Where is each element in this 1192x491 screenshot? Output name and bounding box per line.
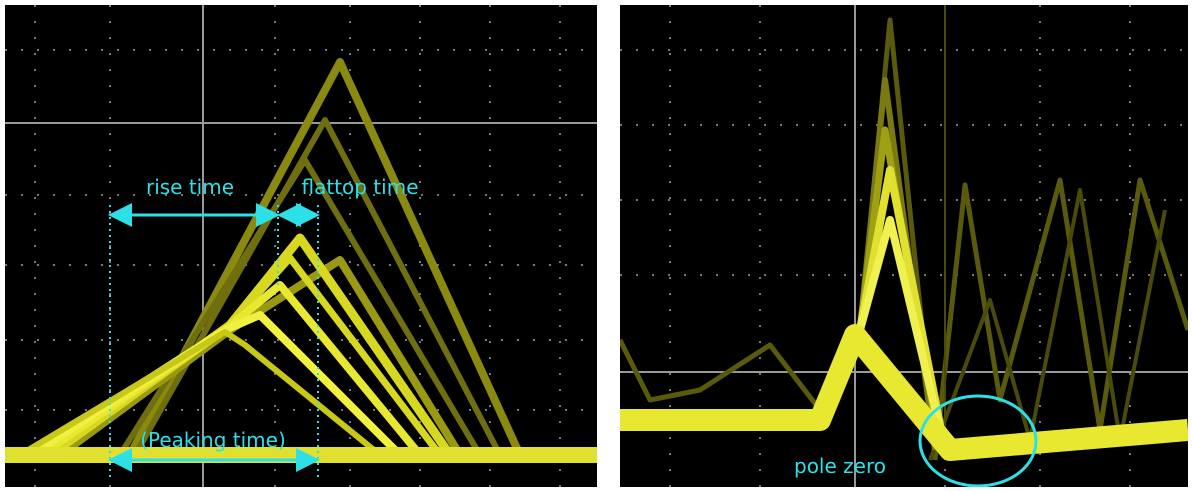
traces bbox=[620, 5, 1188, 461]
pole-zero-label: pole zero bbox=[794, 454, 886, 478]
right-scope: pole zero bbox=[620, 5, 1188, 487]
pole-zero-circle bbox=[918, 394, 1038, 487]
rise-label: rise time bbox=[146, 175, 234, 199]
peaking-label: (Peaking time) bbox=[140, 428, 286, 452]
left-scope: rise time flattop time (Peaking time) bbox=[5, 5, 597, 487]
flattop-label: flattop time bbox=[301, 175, 418, 199]
